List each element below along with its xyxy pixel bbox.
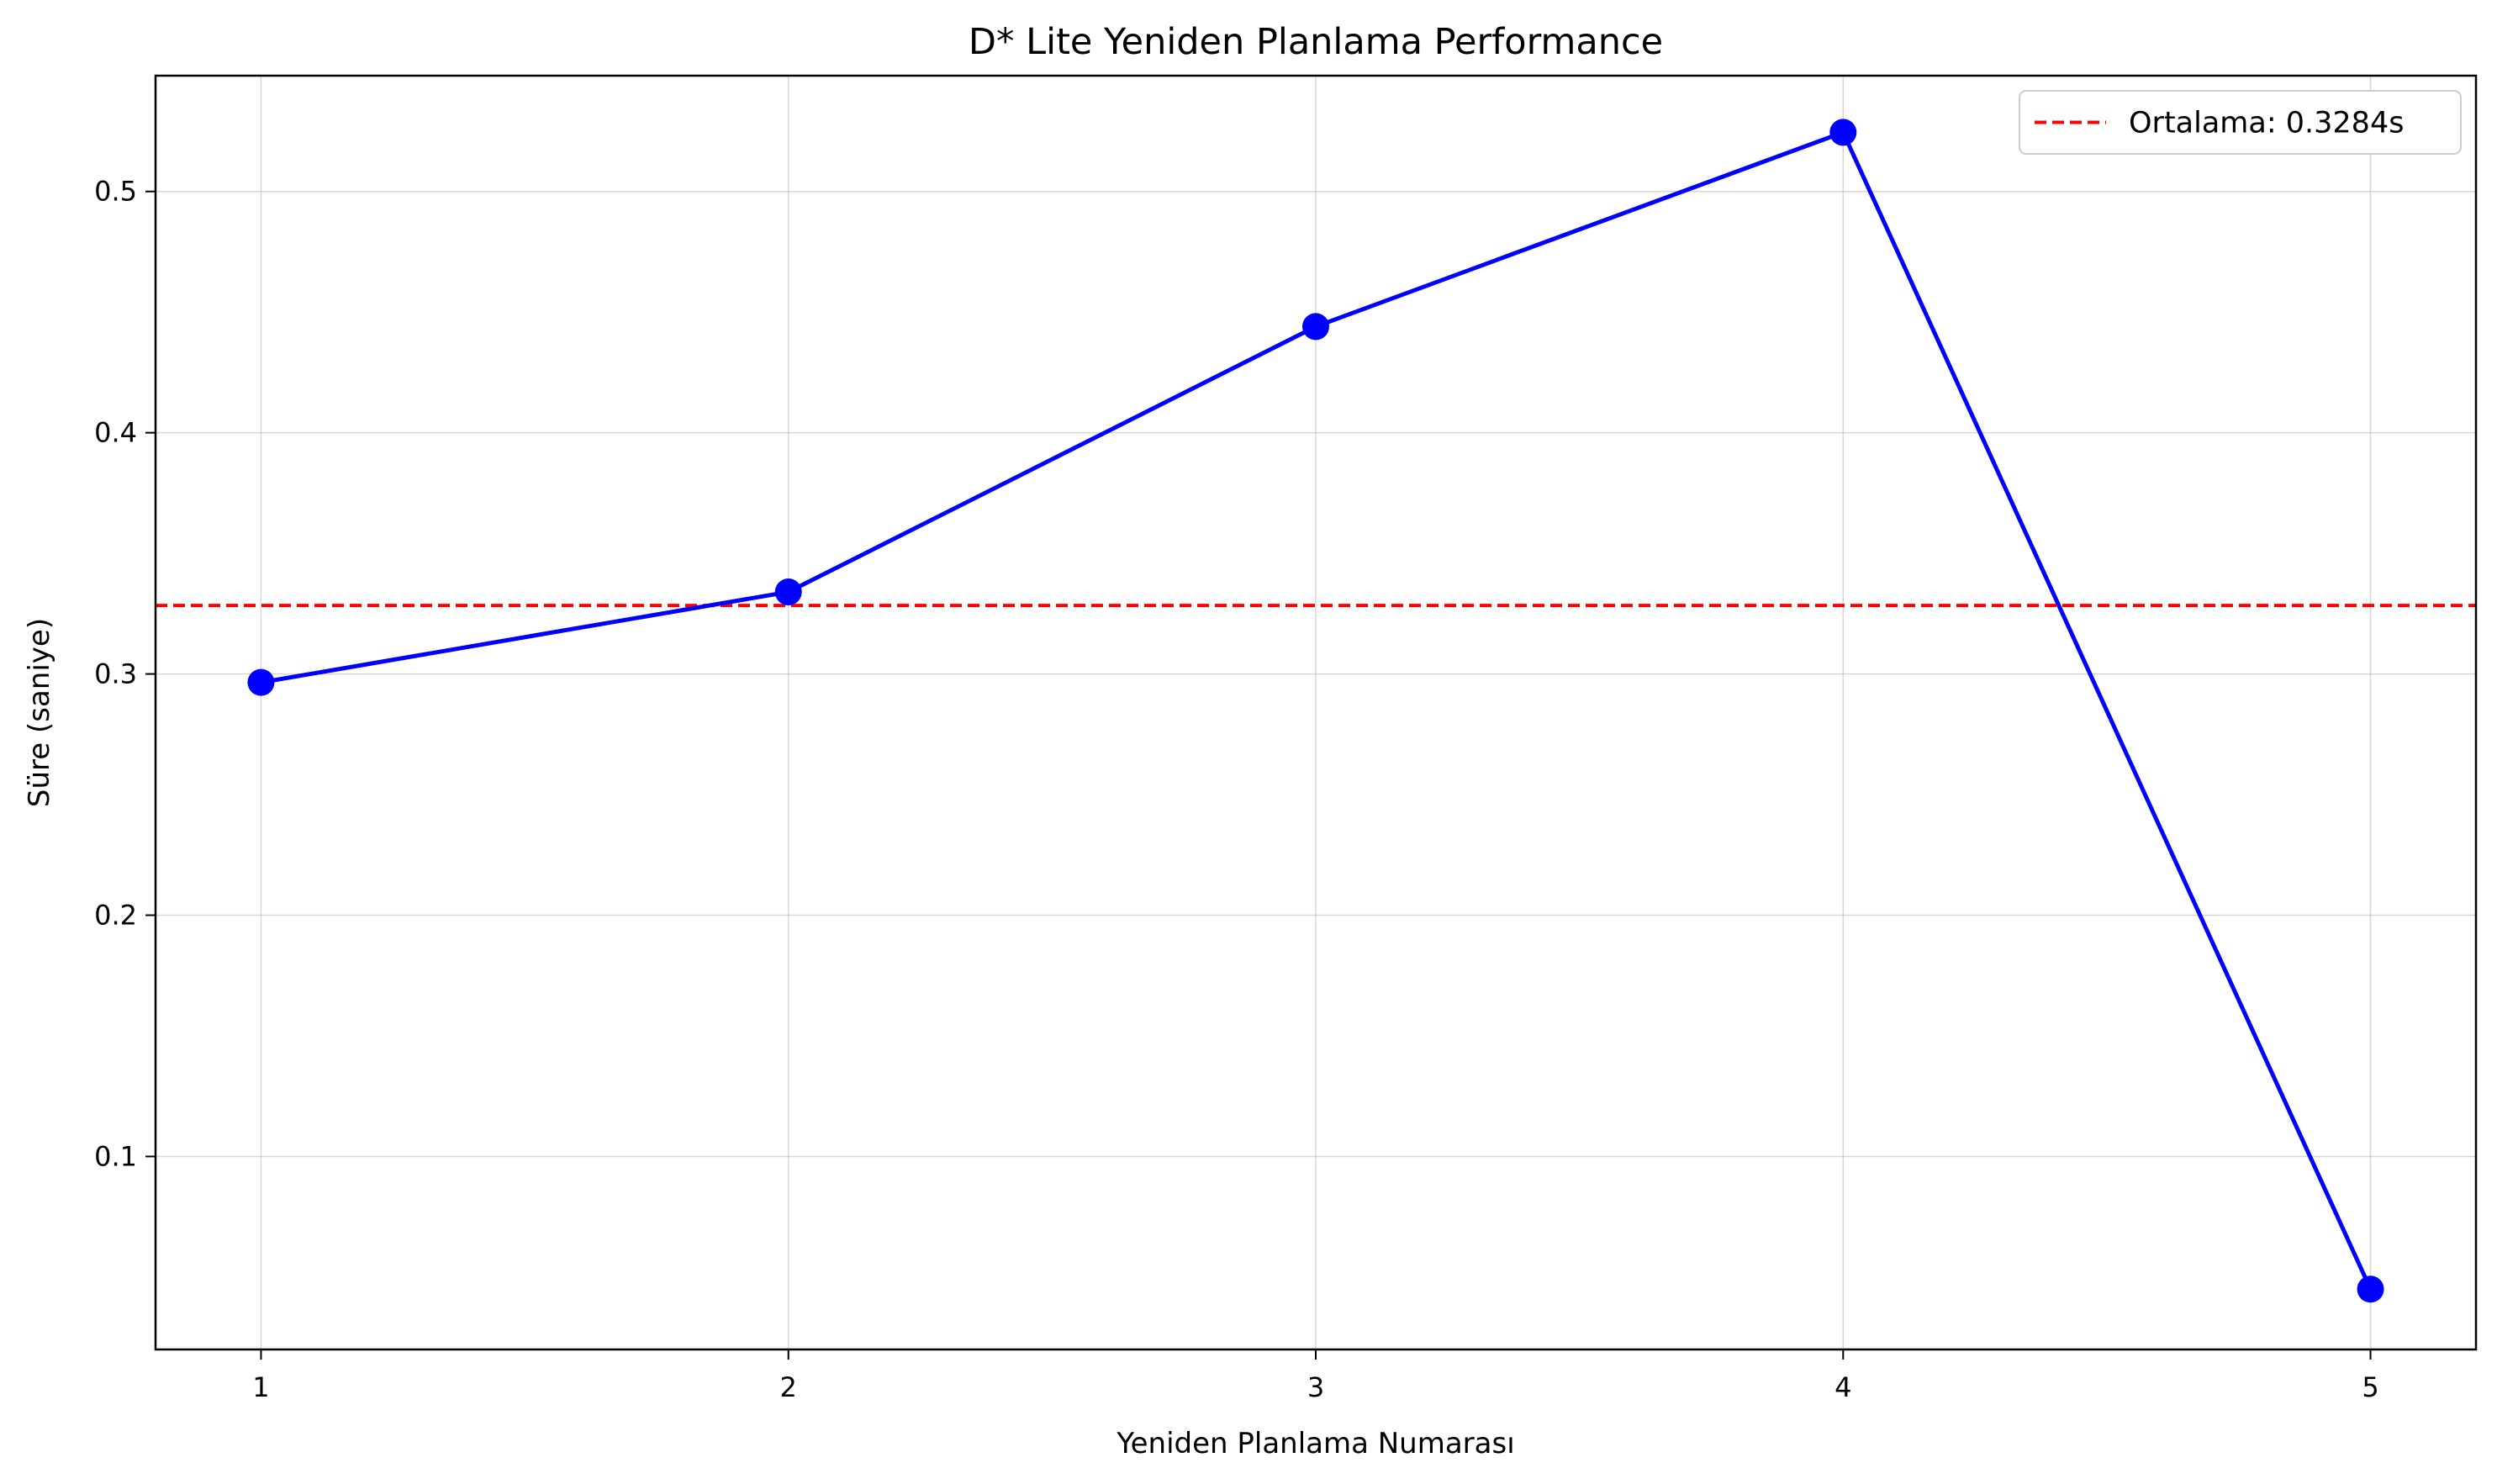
y-tick-label: 0.5 bbox=[94, 176, 137, 208]
x-tick-label: 2 bbox=[780, 1371, 797, 1403]
data-point bbox=[1302, 313, 1329, 341]
x-tick-label: 4 bbox=[1834, 1371, 1851, 1403]
y-tick-label: 0.1 bbox=[94, 1140, 137, 1172]
y-axis: 0.1 0.2 0.3 0.4 0.5 bbox=[94, 176, 156, 1172]
series-group bbox=[247, 119, 2384, 1303]
data-point bbox=[247, 668, 275, 696]
data-point bbox=[2357, 1275, 2384, 1303]
x-tick-label: 3 bbox=[1307, 1371, 1324, 1403]
y-tick-label: 0.4 bbox=[94, 417, 137, 449]
legend: Ortalama: 0.3284s bbox=[2019, 90, 2462, 155]
y-tick-label: 0.2 bbox=[94, 900, 137, 932]
chart-title: D* Lite Yeniden Planlama Performance bbox=[969, 21, 1663, 63]
x-tick-label: 5 bbox=[2362, 1371, 2378, 1403]
data-point bbox=[1829, 119, 1857, 146]
legend-label-mean: Ortalama: 0.3284s bbox=[2129, 107, 2404, 140]
grid-lines bbox=[156, 76, 2476, 1349]
y-axis-title: Süre (saniye) bbox=[23, 618, 56, 807]
legend-box bbox=[2019, 90, 2462, 155]
x-tick-label: 1 bbox=[252, 1371, 269, 1403]
data-point bbox=[774, 578, 802, 606]
x-axis: 1 2 3 4 5 bbox=[252, 1349, 2379, 1403]
y-tick-label: 0.3 bbox=[94, 658, 137, 690]
x-axis-title: Yeniden Planlama Numarası bbox=[1116, 1427, 1514, 1460]
